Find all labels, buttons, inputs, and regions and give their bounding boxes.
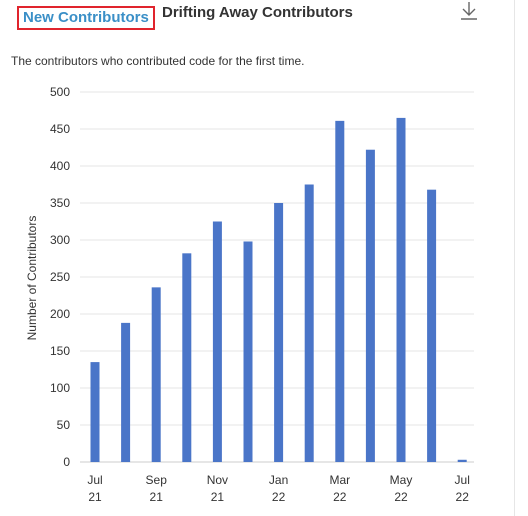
x-tick-label-year: 22	[394, 490, 408, 504]
bar-jul-22[interactable]	[457, 459, 467, 462]
x-tick-label-month: Sep	[146, 473, 168, 487]
y-tick-label: 400	[50, 159, 70, 173]
y-tick-label: 50	[57, 418, 71, 432]
y-axis-label: Number of Contributors	[25, 216, 39, 341]
bar-apr-22[interactable]	[365, 149, 375, 462]
y-tick-label: 300	[50, 233, 70, 247]
y-tick-label: 150	[50, 344, 70, 358]
tab-bar: New Contributors Drifting Away Contribut…	[0, 0, 514, 34]
bar-feb-22[interactable]	[304, 184, 314, 463]
bar-oct-21[interactable]	[182, 253, 192, 462]
y-tick-label: 500	[50, 85, 70, 99]
bar-nov-21[interactable]	[212, 221, 222, 463]
y-tick-label: 100	[50, 381, 70, 395]
bar-jul-21[interactable]	[90, 362, 100, 462]
bars	[90, 117, 467, 463]
x-tick-label-year: 22	[272, 490, 286, 504]
tab-new-contributors[interactable]: New Contributors	[17, 6, 155, 30]
x-tick-label-month: Jul	[87, 473, 102, 487]
x-tick-label-month: Jul	[455, 473, 470, 487]
y-tick-label: 250	[50, 270, 70, 284]
x-tick-label-month: Jan	[269, 473, 288, 487]
bar-dec-21[interactable]	[243, 241, 253, 462]
bar-aug-21[interactable]	[121, 322, 131, 462]
download-icon[interactable]	[457, 0, 481, 22]
bar-jan-22[interactable]	[274, 203, 284, 462]
bar-jun-22[interactable]	[427, 189, 437, 462]
x-tick-label-year: 21	[211, 490, 225, 504]
y-tick-label: 0	[63, 455, 70, 469]
x-tick-label-year: 21	[88, 490, 102, 504]
chart-description: The contributors who contributed code fo…	[11, 54, 305, 68]
tab-drifting-away-contributors[interactable]: Drifting Away Contributors	[162, 4, 353, 21]
y-tick-label: 350	[50, 196, 70, 210]
x-tick-label-year: 21	[150, 490, 164, 504]
bar-chart: 0 50 100 150 200 250 300 350 400 450 500 Jul 21 Sep 2…	[25, 85, 474, 504]
x-tick-label-month: May	[390, 473, 413, 487]
bar-mar-22[interactable]	[335, 120, 345, 463]
x-axis-ticks: Jul 21 Sep 21 Nov 21 Jan 22 Mar 22 May 22 Jul 22	[87, 473, 470, 504]
x-tick-label-year: 22	[456, 490, 470, 504]
y-tick-label: 200	[50, 307, 70, 321]
y-tick-label: 450	[50, 122, 70, 136]
y-axis-ticks: 0 50 100 150 200 250 300 350 400 450 500	[50, 85, 70, 469]
x-tick-label-month: Nov	[207, 473, 228, 487]
bar-may-22[interactable]	[396, 117, 406, 463]
chart-panel: New Contributors Drifting Away Contribut…	[0, 0, 515, 516]
bar-sep-21[interactable]	[151, 287, 161, 462]
x-tick-label-month: Mar	[329, 473, 350, 487]
x-tick-label-year: 22	[333, 490, 347, 504]
